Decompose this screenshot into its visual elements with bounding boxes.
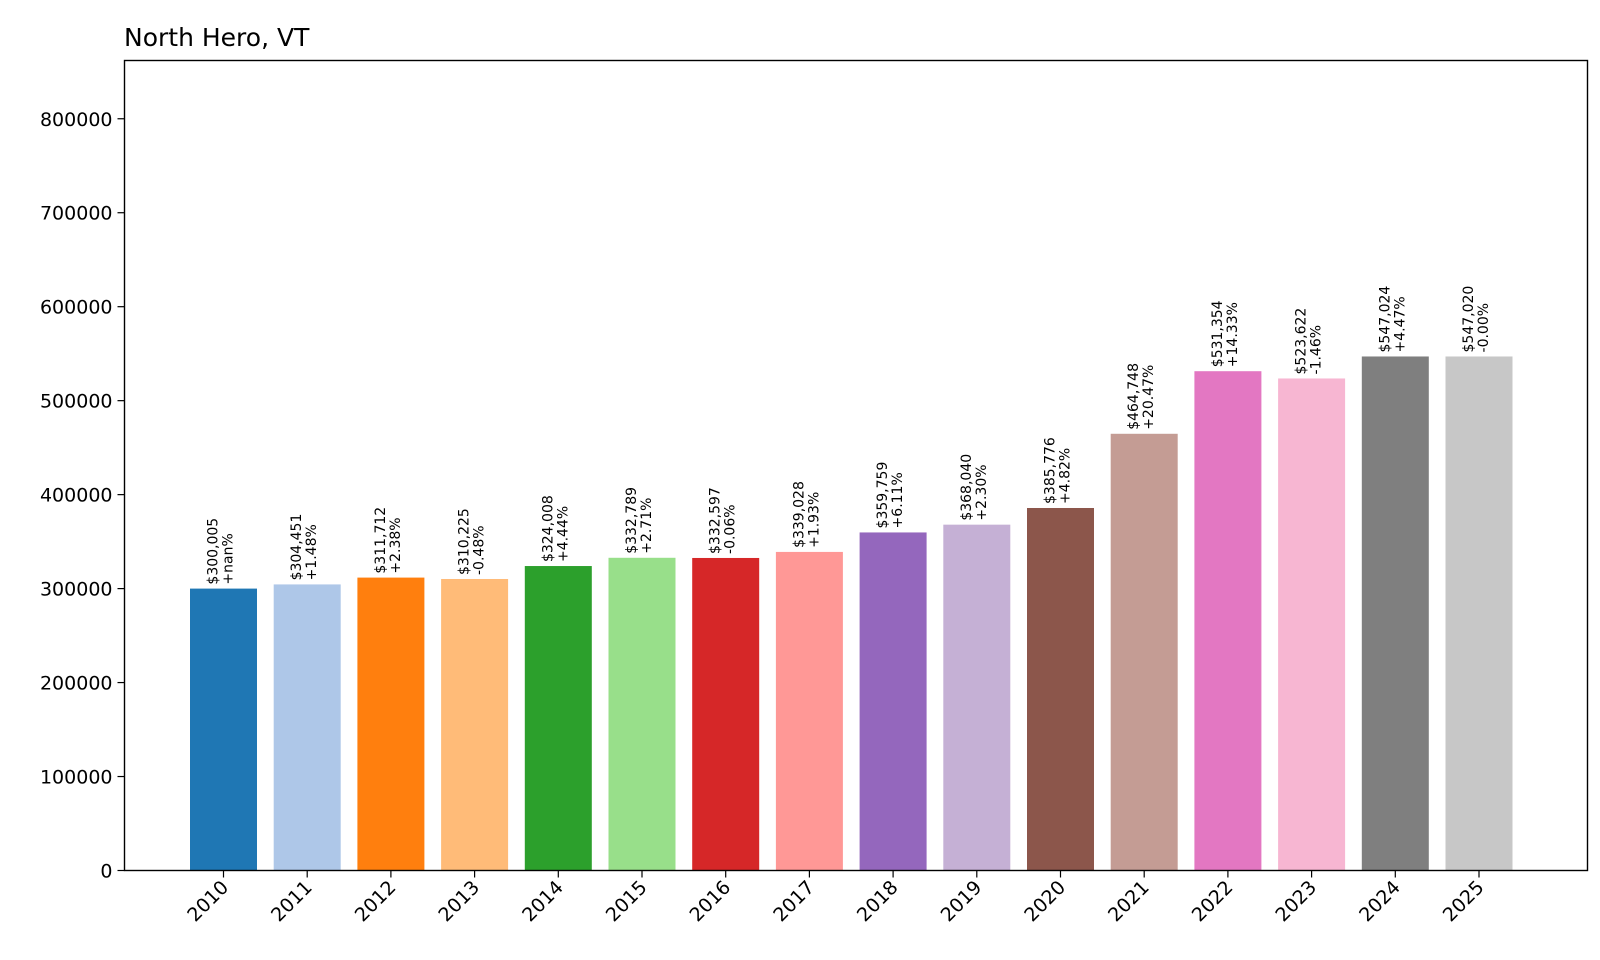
- bars-group: [190, 356, 1513, 871]
- x-tick-label: 2021: [1104, 876, 1154, 926]
- bar-change-label: +4.82%: [1058, 448, 1074, 504]
- bar-2025: [1445, 356, 1513, 871]
- bar-value-label: $523,622: [1294, 308, 1310, 375]
- bar-2019: [943, 524, 1011, 871]
- bar-value-label: $531,354: [1210, 300, 1226, 367]
- bar-change-label: +2.38%: [388, 517, 404, 573]
- x-tick-label: 2014: [518, 876, 568, 926]
- bar-change-label: +2.30%: [974, 464, 990, 520]
- x-tick-label: 2011: [267, 876, 317, 926]
- bar-value-label: $310,225: [457, 508, 473, 575]
- bar-2024: [1361, 356, 1429, 871]
- bar-value-label: $332,597: [708, 487, 724, 554]
- bar-2023: [1278, 378, 1346, 871]
- bar-2018: [859, 532, 927, 871]
- bar-2015: [608, 557, 676, 871]
- bar-2010: [190, 588, 257, 871]
- x-tick-label: 2017: [769, 876, 819, 926]
- bar-value-label: $368,040: [959, 454, 975, 521]
- chart-title: North Hero, VT: [124, 23, 310, 52]
- y-tick-label: 400000: [40, 485, 113, 507]
- bar-change-label: -1.46%: [1309, 325, 1325, 375]
- bar-2011: [273, 584, 341, 871]
- bar-change-label: -0.00%: [1476, 303, 1492, 353]
- bar-value-label: $464,748: [1126, 363, 1142, 430]
- bar-2021: [1110, 433, 1178, 871]
- x-tick-label: 2016: [685, 876, 735, 926]
- bar-change-label: +nan%: [221, 533, 237, 584]
- x-tick-label: 2019: [937, 876, 987, 926]
- y-tick-label: 0: [100, 861, 112, 883]
- bar-2022: [1194, 371, 1262, 871]
- x-tick-label: 2020: [1020, 876, 1070, 926]
- bar-2012: [357, 577, 425, 871]
- y-tick-label: 600000: [40, 297, 113, 319]
- x-tick-label: 2018: [853, 876, 903, 926]
- y-axis: 0 100000 200000 300000 400000 500000 600000 700…: [40, 109, 125, 883]
- bar-value-label: $311,712: [373, 507, 389, 574]
- bar-change-label: +4.44%: [555, 506, 571, 562]
- bar-change-label: -0.06%: [723, 504, 739, 554]
- bar-value-label: $324,008: [540, 495, 556, 562]
- x-tick-label: 2010: [183, 876, 233, 926]
- x-tick-label: 2025: [1439, 876, 1489, 926]
- x-axis: 2010 2011 2012 2013 2014 2015 2016 2017 2018 2019…: [183, 870, 1489, 926]
- bar-2016: [692, 557, 760, 871]
- y-tick-label: 300000: [40, 579, 113, 601]
- bar-value-label: $304,451: [289, 514, 305, 581]
- bar-change-label: +14.33%: [1225, 302, 1241, 367]
- y-tick-label: 100000: [40, 767, 113, 789]
- bar-value-label: $359,759: [875, 462, 891, 529]
- bar-change-label: +2.71%: [639, 498, 655, 554]
- bar-value-label: $339,028: [791, 481, 807, 548]
- x-tick-label: 2023: [1271, 876, 1321, 926]
- bar-value-label: $385,776: [1043, 437, 1059, 504]
- y-tick-label: 800000: [40, 109, 113, 131]
- y-tick-label: 200000: [40, 673, 113, 695]
- bar-value-label: $300,005: [206, 518, 222, 585]
- x-tick-label: 2024: [1355, 876, 1405, 926]
- y-tick-label: 500000: [40, 391, 113, 413]
- bar-2017: [775, 551, 843, 871]
- bar-2013: [441, 578, 509, 871]
- y-tick-label: 700000: [40, 203, 113, 225]
- bar-value-label: $547,020: [1461, 286, 1477, 353]
- bar-change-label: -0.48%: [472, 525, 488, 575]
- x-tick-label: 2015: [602, 876, 652, 926]
- bar-2020: [1027, 507, 1094, 871]
- x-tick-label: 2012: [351, 876, 401, 926]
- bar-change-label: +1.48%: [304, 524, 320, 580]
- bar-value-label: $332,789: [624, 487, 640, 554]
- x-tick-label: 2013: [434, 876, 484, 926]
- bar-change-label: +20.47%: [1141, 365, 1157, 430]
- bar-change-label: +6.11%: [890, 472, 906, 528]
- plot-area-frame: [123, 59, 1589, 872]
- x-tick-label: 2022: [1188, 876, 1238, 926]
- bar-change-label: +1.93%: [806, 492, 822, 548]
- bar-value-label: $547,024: [1377, 286, 1393, 353]
- bar-2014: [524, 566, 592, 871]
- bar-labels-group: $300,005 +nan% $304,451 +1.48% $311,712 +2.38…: [206, 286, 1493, 585]
- bar-change-label: +4.47%: [1392, 296, 1408, 352]
